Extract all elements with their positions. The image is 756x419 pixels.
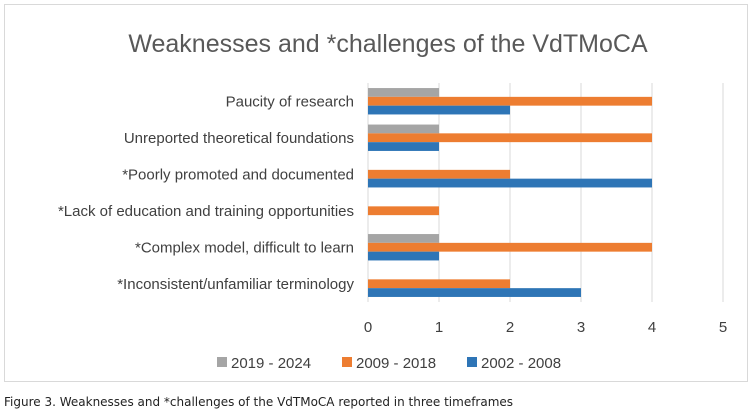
category-label: *Lack of education and training opportun… [58, 203, 354, 220]
legend: 2019 - 2024 2009 - 2018 2002 - 2008 [217, 355, 561, 372]
bar-2-4 [368, 206, 439, 216]
bar-2-5 [368, 242, 652, 252]
x-tick-label: 3 [577, 319, 585, 336]
x-tick-label: 0 [364, 319, 372, 336]
gridlines [367, 83, 724, 302]
bar-3-3 [368, 178, 652, 188]
legend-swatch [217, 357, 227, 367]
category-label: *Complex model, difficult to learn [135, 239, 354, 256]
category-label: *Inconsistent/unfamiliar terminology [117, 276, 354, 293]
category-labels: Paucity of research Unreported theoretica… [58, 93, 355, 293]
bar-1-5 [368, 234, 439, 243]
bars [368, 88, 652, 297]
bar-chart: Weaknesses and *challenges of the VdTMoC… [58, 30, 727, 372]
legend-swatch [342, 357, 352, 367]
x-tick-label: 5 [719, 319, 727, 336]
x-tick-label: 4 [648, 319, 656, 336]
legend-label: 2019 - 2024 [231, 355, 311, 372]
x-axis-ticks: 0 1 2 3 4 5 [364, 319, 727, 336]
bar-2-6 [368, 279, 510, 289]
bar-2-1 [368, 96, 652, 106]
chart-frame: Weaknesses and *challenges of the VdTMoC… [4, 4, 748, 382]
bar-3-6 [368, 288, 581, 297]
figure-caption: Figure 3. Weaknesses and *challenges of … [4, 395, 514, 409]
legend-label: 2002 - 2008 [481, 355, 561, 372]
bar-3-2 [368, 142, 439, 151]
category-label: *Poorly promoted and documented [122, 166, 354, 183]
x-tick-label: 2 [506, 319, 514, 336]
bar-2-3 [368, 169, 510, 179]
bar-3-1 [368, 105, 510, 115]
chart-title: Weaknesses and *challenges of the VdTMoC… [128, 30, 648, 58]
bar-1-1 [368, 88, 439, 97]
category-label: Unreported theoretical foundations [124, 130, 354, 147]
x-tick-label: 1 [435, 319, 443, 336]
bar-1-2 [368, 124, 439, 134]
legend-swatch [467, 357, 477, 367]
legend-label: 2009 - 2018 [356, 355, 436, 372]
bar-2-2 [368, 133, 652, 143]
category-label: Paucity of research [226, 93, 354, 110]
bar-3-5 [368, 251, 439, 261]
